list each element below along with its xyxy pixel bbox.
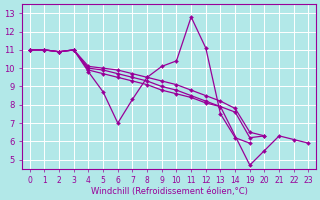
X-axis label: Windchill (Refroidissement éolien,°C): Windchill (Refroidissement éolien,°C) [91, 187, 248, 196]
